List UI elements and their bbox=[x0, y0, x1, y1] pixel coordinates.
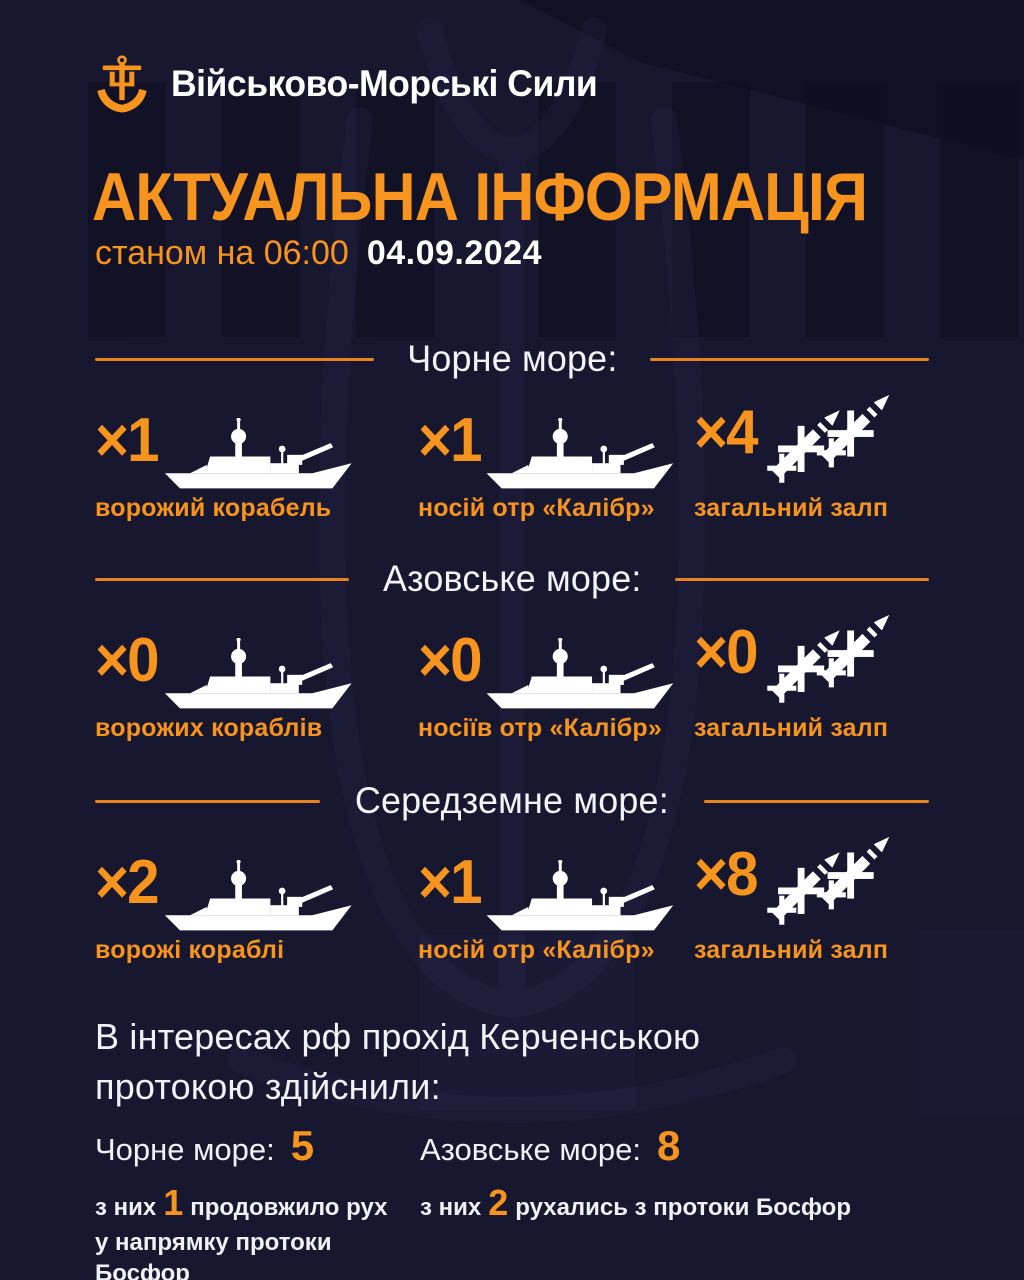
divider-line bbox=[95, 357, 374, 361]
stat-count: ×8 bbox=[694, 840, 759, 910]
note-number: 1 bbox=[163, 1182, 184, 1223]
stat-label: ворожі кораблі bbox=[95, 936, 285, 964]
stat-item: ×8 bbox=[694, 836, 939, 965]
footer-heading: В інтересах рф прохід Керченською проток… bbox=[95, 1012, 700, 1111]
footer-col-black-sea: Чорне море: 5 з них 1 продовжило рух у нап… bbox=[95, 1122, 415, 1280]
stat-label: ворожий корабель bbox=[95, 494, 332, 522]
stat-count: ×1 bbox=[418, 848, 483, 918]
subtitle: станом на 06:00 04.09.2024 bbox=[95, 234, 542, 273]
section-title: Чорне море: bbox=[406, 338, 618, 379]
page-title: АКТУАЛЬНА ІНФОРМАЦІЯ bbox=[92, 159, 868, 235]
stat-item: ×4 bbox=[694, 394, 939, 523]
stat-label: носіїв отр «Калібр» bbox=[418, 714, 662, 742]
note-number: 2 bbox=[488, 1182, 509, 1223]
stat-label: загальний залп bbox=[694, 936, 889, 964]
section-title: Середземне море: bbox=[354, 780, 670, 821]
stat-label: ворожих кораблів bbox=[95, 714, 323, 742]
sea-name: Чорне море: bbox=[95, 1132, 275, 1167]
stat-count: ×0 bbox=[694, 618, 759, 688]
note-text-line2: у напрямку протоки Босфор bbox=[95, 1228, 332, 1280]
sea-total: 5 bbox=[290, 1122, 315, 1169]
stat-count: ×0 bbox=[418, 626, 483, 696]
stat-label: загальний залп bbox=[694, 494, 889, 522]
as-of-label: станом на 06:00 bbox=[95, 234, 349, 272]
report-date: 04.09.2024 bbox=[366, 234, 542, 272]
section-header-black-sea: Чорне море: bbox=[95, 338, 930, 380]
stat-item: ×1 носій отр «Калібр» bbox=[418, 838, 678, 965]
divider-line bbox=[95, 799, 321, 803]
missiles-icon bbox=[766, 836, 889, 925]
note-prefix: з них bbox=[95, 1194, 157, 1221]
stats-row-azov-sea: ×0 ворожих кораблів bbox=[0, 614, 1024, 742]
missiles-icon bbox=[766, 614, 889, 703]
warship-icon bbox=[486, 860, 673, 931]
stat-item: ×1 ворожий корабель bbox=[95, 396, 380, 523]
stat-label: загальний залп bbox=[694, 714, 889, 742]
stat-item: ×0 ворожих кораблів bbox=[95, 616, 380, 743]
section-header-azov-sea: Азовське море: bbox=[95, 558, 930, 600]
brand-name: Військово-Морські Сили bbox=[171, 63, 598, 104]
section-header-mediterranean-sea: Середземне море: bbox=[95, 780, 930, 822]
stat-item: ×1 носій отр «Калібр» bbox=[418, 396, 678, 523]
divider-line bbox=[650, 357, 930, 361]
divider-line bbox=[703, 799, 930, 803]
stats-row-mediterranean-sea: ×2 ворожі кораблі bbox=[0, 836, 1024, 964]
warship-icon bbox=[164, 638, 352, 709]
footer-heading-line1: В інтересах рф прохід Керченською bbox=[95, 1016, 701, 1057]
stat-count: ×2 bbox=[95, 848, 160, 918]
footer-heading-line2: протокою здійснили: bbox=[95, 1065, 441, 1107]
stat-label: носій отр «Калібр» bbox=[418, 936, 655, 964]
sea-name: Азовське море: bbox=[420, 1132, 641, 1167]
warship-icon bbox=[164, 860, 352, 931]
note-prefix: з них bbox=[420, 1194, 482, 1221]
missiles-icon bbox=[766, 394, 889, 483]
divider-line bbox=[95, 577, 349, 581]
stat-count: ×1 bbox=[95, 406, 160, 476]
sea-total: 8 bbox=[656, 1122, 681, 1169]
stat-item: ×0 bbox=[694, 614, 939, 743]
stat-count: ×4 bbox=[694, 398, 759, 468]
stat-count: ×0 bbox=[95, 626, 160, 696]
warship-icon bbox=[486, 418, 673, 489]
stat-label: носій отр «Калібр» bbox=[418, 494, 655, 522]
divider-line bbox=[675, 577, 930, 581]
warship-icon bbox=[164, 418, 352, 489]
note-text: продовжило рух bbox=[190, 1194, 388, 1221]
footer-col-azov-sea: Азовське море: 8 з них 2 рухались з проток… bbox=[420, 1122, 940, 1227]
brand: Військово-Морські Сили bbox=[95, 54, 615, 114]
warship-icon bbox=[486, 638, 673, 709]
section-title: Азовське море: bbox=[382, 558, 642, 599]
stat-item: ×2 ворожі кораблі bbox=[95, 838, 380, 965]
anchor-trident-icon bbox=[97, 55, 147, 113]
stat-item: ×0 носіїв отр «Калібр» bbox=[418, 616, 678, 743]
note-text: рухались з протоки Босфор bbox=[515, 1194, 851, 1221]
stat-count: ×1 bbox=[418, 406, 483, 476]
stats-row-black-sea: ×1 ворожий корабель bbox=[0, 394, 1024, 522]
